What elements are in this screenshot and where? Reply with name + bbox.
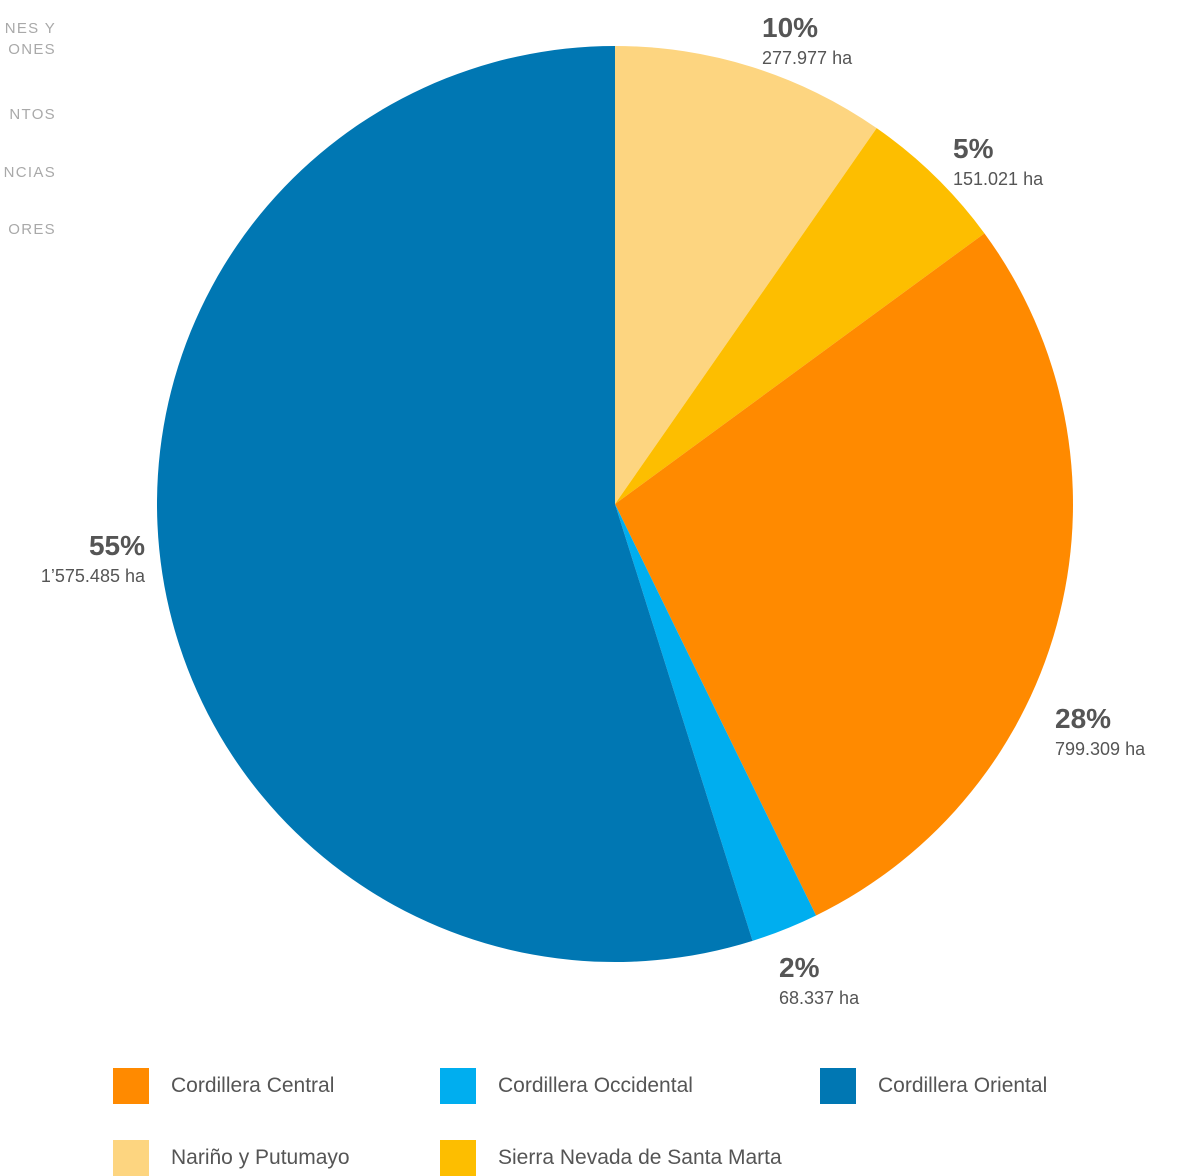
slice-percent-label: 10% [762,12,818,43]
slice-value-label: 799.309 ha [1055,739,1146,759]
pie-slice-cordillera-oriental[interactable] [156,46,753,962]
side-menu-item-2[interactable]: NTOS [9,106,56,123]
pie-slice-cordillera-occidental[interactable] [615,504,817,941]
side-menu: NES Y ONES NTOS NCIAS ORES [0,0,70,260]
slice-value-label: 151.021 ha [953,169,1044,189]
pie-slice-sierra-nevada-de-santa-marta[interactable] [615,128,985,505]
pie-slice-narino-y-putumayo[interactable] [615,46,877,504]
pie-labels: 10% 277.977 ha 5% 151.021 ha 28% 799.309 ha 2%… [41,12,1146,1008]
pie-slice-cordillera-central[interactable] [615,233,1073,916]
side-menu-item-3[interactable]: NCIAS [3,164,56,181]
side-menu-item-4[interactable]: ORES [8,221,56,238]
slice-percent-label: 5% [953,133,994,164]
slice-percent-label: 55% [89,530,145,561]
slice-value-label: 277.977 ha [762,48,853,68]
pie-slices [156,46,1073,962]
slice-percent-label: 2% [779,952,820,983]
slice-value-label: 68.337 ha [779,988,860,1008]
side-menu-item-1[interactable]: NES Y ONES [4,20,56,58]
slice-value-label: 1’575.485 ha [41,566,146,586]
slice-percent-label: 28% [1055,703,1111,734]
